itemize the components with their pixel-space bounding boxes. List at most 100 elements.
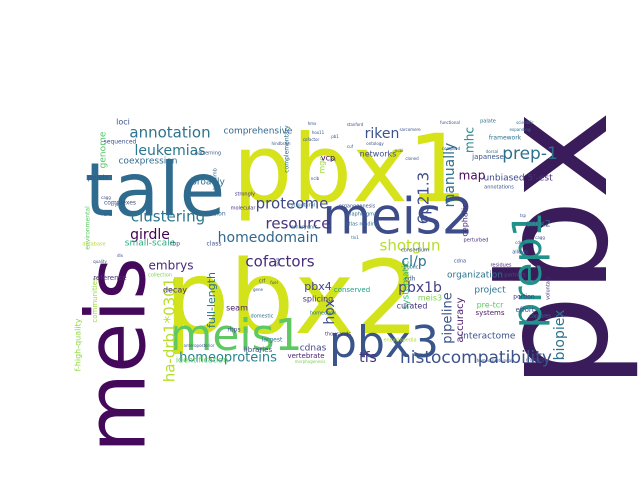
cloud-word: tfs [359,350,377,366]
cloud-word: cdh [405,276,416,283]
cloud-word: small-scale [125,239,176,249]
cloud-word: molecular [231,206,257,212]
cloud-word: meis2 [322,188,473,246]
cloud-word: meis3 [418,294,442,303]
cloud-word: prep1 [505,212,551,328]
cloud-word: libraries [244,346,273,354]
cloud-word: rbp [170,241,180,248]
cloud-word: leukemias [135,143,206,159]
cloud-word: hmx [308,121,317,126]
cloud-word: mgc [318,156,327,173]
cloud-word: pbx3 [329,317,439,368]
cloud-word: collection [148,273,172,279]
cloud-word: structural [291,203,315,209]
cloud-word: crf [259,279,266,285]
cloud-word: voluntary [546,276,552,300]
cloud-word: embrys [149,259,194,273]
cloud-word: consortium [401,248,429,254]
cloud-word: pre-tcr [477,301,505,310]
cloud-word: thousands [325,332,351,338]
cloud-word: pb1 [331,134,339,139]
cloud-word: portion [513,294,535,301]
cloud-word: largest [262,337,283,344]
cloud-word: framework [489,135,522,142]
cloud-word: genome [99,131,109,168]
cloud-word: decay [163,286,187,295]
cloud-word: seam [226,304,248,313]
cloud-word: cmz [104,212,112,217]
cloud-word: hox [322,299,338,324]
cloud-word: girdle [130,227,170,243]
cloud-word: identification [176,356,228,365]
cloud-word: systems [476,309,505,317]
cloud-word: cloned [405,156,419,161]
cloud-word: morphogenesis [295,359,326,364]
cloud-word: biopiex [552,310,568,361]
cloud-word: scientific [516,120,534,125]
cloud-word: tlx1 [351,235,359,240]
cloud-word: patterning [195,151,221,157]
cloud-word: class [207,241,222,248]
cloud-word: cephalic [461,203,470,236]
cloud-word: fuel [270,280,278,285]
cloud-word: annotation [129,124,210,142]
cloud-word: f-high-quality [74,318,83,371]
cloud-word: full-length [205,272,218,328]
cloud-word: dorsal [486,149,498,154]
cloud-word: meis1 [169,310,302,361]
cloud-word: diaphragma [347,212,377,218]
cloud-word: emx2 [525,220,550,230]
cloud-word: prep-1 [502,144,558,164]
cloud-word: allows [512,250,528,256]
cloud-word: ncbi [395,148,403,153]
cloud-word: cagg [101,195,111,200]
cloud-word: networks [360,150,397,159]
cloud-word: pbx [468,110,640,389]
cloud-word: histocompatibility [400,348,552,368]
cloud-word: homeodomain [218,230,319,246]
cloud-word: public [403,265,418,271]
cloud-word: proteome [256,195,329,213]
cloud-word: cofactor [303,137,320,142]
cloud-word: homeo-proteindall [477,358,514,363]
cloud-word: cdna [454,259,466,265]
cloud-word: ha-drb1*0301 [161,278,179,383]
cloud-word: 5'-est [527,174,553,184]
cloud-word: project [474,286,506,296]
cloud-word: pipeline [441,292,456,344]
cloud-word: comprehensive [224,127,293,137]
cloud-word: cdnas [300,344,327,354]
cloud-word: manually [442,143,458,208]
cloud-word: perturbed [464,238,489,244]
cloud-word: annotations [484,185,514,191]
cloud-word: systematic [402,260,412,309]
cloud-word: riken [365,126,400,142]
cloud-word: cuf [347,144,354,149]
cloud-word: interactome [461,332,516,342]
cloud-word: rbps [227,327,240,334]
cloud-word: coexpression [118,157,177,167]
cloud-word: domestic [251,314,274,320]
cloud-word: partners [504,273,526,279]
cloud-word: accuracy [455,297,466,342]
cloud-word: compiled [442,146,461,151]
cloud-word: curated [397,302,428,311]
cloud-word: meis [69,257,164,453]
cloud-word: vertebrate [287,352,324,360]
cloud-word: 6p21.3 [415,172,433,224]
cloud-word: hindbrain [271,141,290,146]
cloud-word: loci [116,118,130,127]
cloud-word: nclb [311,176,320,181]
cloud-word: atlas reading [346,222,379,228]
cloud-word: shotgun [380,237,441,255]
cloud-word: effort [515,306,534,314]
cloud-word: strongly [235,192,255,198]
cloud-word: stanford [347,122,364,127]
cloud-word: pbx1 [233,115,468,224]
cloud-word: complementary [284,125,291,173]
cloud-word: tsp [520,213,527,218]
cloud-word: mirrors [526,358,544,364]
cloud-word: cl/p [401,254,426,270]
